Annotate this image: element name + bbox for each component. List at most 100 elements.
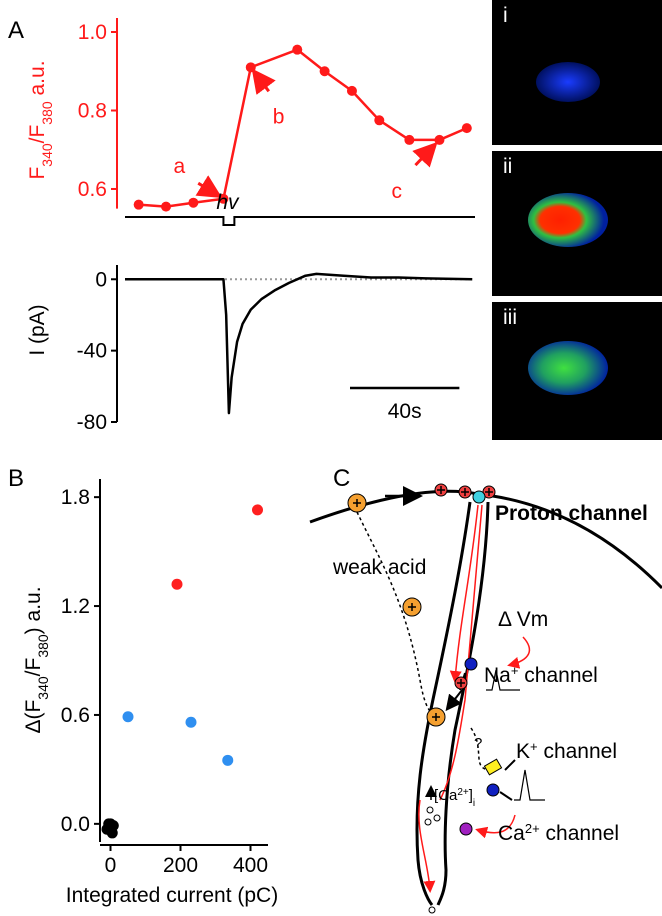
label-part: /F [26, 125, 49, 144]
label-part: [Ca [434, 787, 458, 804]
label-part: 340 [35, 676, 51, 700]
scale-bar-label: 40s [388, 400, 422, 423]
diagram-label: Ca2+ channel [498, 821, 619, 846]
data-point [346, 85, 357, 96]
annotation: b [273, 105, 285, 128]
label-part: 340 [39, 143, 55, 167]
arrow [418, 799, 436, 893]
image-label: i [503, 4, 508, 27]
x-tick-label: 200 [163, 854, 198, 877]
annotation-arrow [251, 68, 276, 95]
vesicle [428, 906, 436, 914]
arrow [439, 504, 483, 801]
cell-image [528, 341, 608, 395]
data-point [222, 754, 234, 766]
arrow [475, 814, 516, 839]
plus-sign [461, 488, 469, 496]
arrow [470, 727, 493, 771]
annotation: c [391, 180, 402, 203]
data-point [252, 504, 263, 516]
diffusion-path [356, 511, 437, 716]
data-point [461, 123, 472, 134]
data-point [245, 62, 256, 73]
y-tick-label: 0.0 [61, 813, 90, 836]
vesicle [424, 818, 432, 826]
annotation-arrow [195, 175, 223, 199]
data-point [374, 115, 385, 126]
data-point [319, 66, 330, 77]
diagram-label: Proton channel [495, 502, 648, 525]
channel [472, 490, 486, 504]
diagram-label: weak acid [332, 556, 426, 579]
y-tick-label: -40 [77, 340, 107, 363]
label-part: ) a.u. [22, 586, 45, 634]
diagram-label: Na+ channel [484, 663, 598, 688]
y-tick-label: 1.8 [61, 486, 90, 509]
label-part: Na [484, 664, 511, 687]
label-part: 2+ [457, 787, 469, 798]
diagram-label: K+ channel [516, 739, 617, 764]
label-part: Ca [498, 822, 525, 845]
channel [459, 822, 473, 836]
y-tick-label: 0.6 [78, 178, 107, 201]
plus-sign [485, 488, 493, 496]
data-point [188, 197, 199, 208]
x-tick-label: 0 [105, 854, 117, 877]
plus-sign [437, 486, 445, 494]
data-line [138, 48, 468, 208]
label-part: K [516, 740, 530, 763]
image-label: iii [503, 306, 517, 329]
cell-outline [415, 501, 490, 906]
channel [464, 657, 478, 671]
label-part: F [26, 167, 49, 180]
y-tick-label: 1.0 [78, 21, 107, 44]
annotation-arrow [412, 141, 438, 168]
label-part: 380 [39, 101, 55, 125]
vesicle [433, 814, 441, 822]
data-point [133, 199, 144, 210]
panel-label: B [8, 465, 24, 492]
data-point [122, 711, 134, 723]
label-part: ] [469, 787, 473, 804]
stimulus-label: hv [216, 191, 240, 214]
panel-label: C [333, 465, 350, 492]
y-tick-label: 1.2 [61, 595, 90, 618]
y-tick-label: 0.8 [78, 99, 107, 122]
data-point [161, 201, 172, 212]
panel-label: A [8, 17, 24, 44]
arrow [445, 689, 463, 712]
channel [486, 783, 500, 797]
stimulus-trace [125, 216, 475, 226]
data-line [125, 272, 473, 415]
diagram-label: Δ Vm [498, 608, 548, 631]
label-part: channel [540, 822, 619, 845]
x-tick-label: 400 [233, 854, 268, 877]
arrow [507, 636, 531, 669]
y-axis-label: I (pA) [26, 304, 49, 355]
annotation: a [173, 155, 185, 178]
label-part: 380 [35, 634, 51, 658]
y-tick-label: -80 [77, 411, 107, 434]
label-part: 2+ [525, 821, 540, 836]
plus-sign [353, 499, 361, 507]
data-point [292, 44, 303, 55]
cell-image [536, 62, 600, 102]
plus-sign [457, 679, 465, 687]
data-point [434, 134, 445, 145]
label-part: Δ(F [22, 700, 45, 734]
x-axis-label: Integrated current (pC) [66, 884, 278, 907]
y-axis-label: F340/F380 a.u. [26, 60, 55, 179]
label-part: i [473, 798, 475, 809]
spike [486, 669, 545, 801]
label-part: a.u. [26, 60, 49, 101]
y-tick-label: 0.6 [61, 704, 90, 727]
plus-sign [432, 713, 440, 721]
plus-sign [408, 603, 416, 611]
label-part: /F [22, 658, 45, 677]
y-tick-label: 0 [95, 268, 107, 291]
arrow [449, 504, 479, 683]
micrographs: i ii iii [492, 0, 662, 440]
label-part: + [511, 663, 519, 678]
data-point [404, 134, 415, 145]
